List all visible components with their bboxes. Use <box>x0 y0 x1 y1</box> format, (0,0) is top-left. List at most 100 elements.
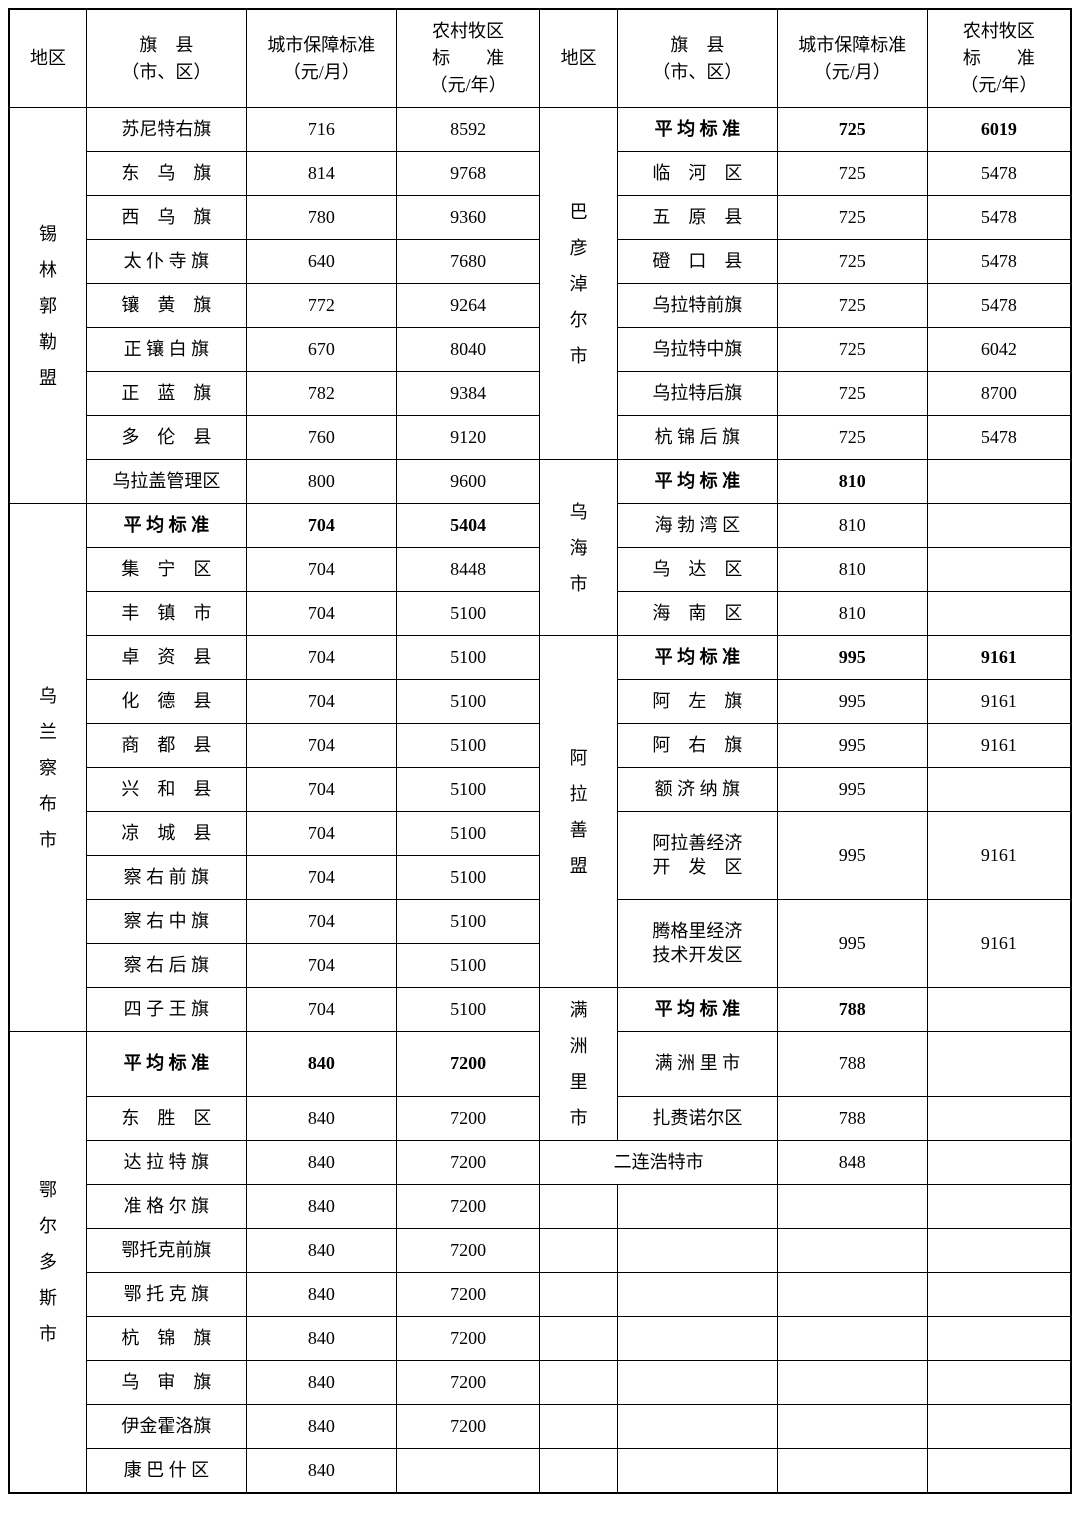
urban-cell: 704 <box>246 944 396 988</box>
rural-cell <box>927 1141 1071 1185</box>
table-row: 卓 资 县7045100阿拉善盟平 均 标 准9959161 <box>9 636 1071 680</box>
county-cell: 平 均 标 准 <box>86 504 246 548</box>
table-row: 伊金霍洛旗8407200 <box>9 1405 1071 1449</box>
county-cell: 乌拉盖管理区 <box>86 460 246 504</box>
urban-cell: 725 <box>777 284 927 328</box>
rural-cell: 7200 <box>396 1185 540 1229</box>
urban-cell: 725 <box>777 240 927 284</box>
rural-cell: 9161 <box>927 812 1071 900</box>
urban-cell: 725 <box>777 372 927 416</box>
urban-cell: 704 <box>246 548 396 592</box>
region-cell <box>540 1317 617 1361</box>
county-cell: 卓 资 县 <box>86 636 246 680</box>
rural-cell <box>927 1097 1071 1141</box>
hdr-county-l1: 旗 县 <box>139 35 193 55</box>
rural-cell: 5100 <box>396 724 540 768</box>
hdr-rural-left: 农村牧区 标 准 （元/年） <box>396 9 540 108</box>
region-cell <box>540 1273 617 1317</box>
county-cell: 西 乌 旗 <box>86 196 246 240</box>
county-cell: 兴 和 县 <box>86 768 246 812</box>
county-cell: 察 右 前 旗 <box>86 856 246 900</box>
urban-cell <box>777 1185 927 1229</box>
urban-cell: 704 <box>246 724 396 768</box>
urban-cell: 810 <box>777 460 927 504</box>
urban-cell <box>777 1361 927 1405</box>
urban-cell: 840 <box>246 1449 396 1493</box>
county-cell: 磴 口 县 <box>617 240 777 284</box>
rural-cell <box>927 1317 1071 1361</box>
county-cell: 伊金霍洛旗 <box>86 1405 246 1449</box>
county-cell: 鄂托克前旗 <box>86 1229 246 1273</box>
county-cell: 平 均 标 准 <box>617 460 777 504</box>
table-row: 杭 锦 旗8407200 <box>9 1317 1071 1361</box>
county-cell: 准 格 尔 旗 <box>86 1185 246 1229</box>
urban-cell: 704 <box>246 680 396 724</box>
rural-cell: 9161 <box>927 724 1071 768</box>
county-cell: 腾格里经济技术开发区 <box>617 900 777 988</box>
rural-cell: 9360 <box>396 196 540 240</box>
table-row: 康 巴 什 区840 <box>9 1449 1071 1493</box>
region-county-merged: 二连浩特市 <box>540 1141 777 1185</box>
county-cell: 阿 左 旗 <box>617 680 777 724</box>
hdr-urban-l1: 城市保障标准 <box>267 35 375 55</box>
rural-cell: 8448 <box>396 548 540 592</box>
urban-cell: 788 <box>777 1097 927 1141</box>
rural-cell <box>927 592 1071 636</box>
table-row: 四 子 王 旗7045100满洲里市平 均 标 准788 <box>9 988 1071 1032</box>
urban-cell: 810 <box>777 592 927 636</box>
hdr-urban-r2: （元/月） <box>814 62 891 82</box>
rural-cell: 5100 <box>396 988 540 1032</box>
urban-cell: 840 <box>246 1361 396 1405</box>
hdr-county-left: 旗 县 （市、区） <box>86 9 246 108</box>
urban-cell: 725 <box>777 416 927 460</box>
hdr-rural-r2: 标 准 <box>963 48 1035 68</box>
urban-cell: 704 <box>246 592 396 636</box>
county-cell <box>617 1185 777 1229</box>
rural-cell <box>927 1032 1071 1097</box>
rural-cell: 5478 <box>927 196 1071 240</box>
urban-cell: 725 <box>777 328 927 372</box>
urban-cell: 782 <box>246 372 396 416</box>
rural-cell <box>927 1185 1071 1229</box>
rural-cell: 5100 <box>396 900 540 944</box>
county-cell: 海 南 区 <box>617 592 777 636</box>
rural-cell <box>927 768 1071 812</box>
rural-cell: 7200 <box>396 1317 540 1361</box>
rural-cell <box>927 460 1071 504</box>
county-cell <box>617 1273 777 1317</box>
rural-cell: 5478 <box>927 152 1071 196</box>
urban-cell: 704 <box>246 636 396 680</box>
urban-cell: 704 <box>246 768 396 812</box>
rural-cell: 5478 <box>927 416 1071 460</box>
rural-cell: 7680 <box>396 240 540 284</box>
rural-cell: 6042 <box>927 328 1071 372</box>
county-cell: 平 均 标 准 <box>617 988 777 1032</box>
county-cell: 满 洲 里 市 <box>617 1032 777 1097</box>
table-row: 乌拉盖管理区8009600乌海市平 均 标 准810 <box>9 460 1071 504</box>
county-cell: 四 子 王 旗 <box>86 988 246 1032</box>
urban-cell: 780 <box>246 196 396 240</box>
hdr-rural-l2: 标 准 <box>432 48 504 68</box>
table-header: 地区 旗 县 （市、区） 城市保障标准 （元/月） 农村牧区 标 准 （元/年）… <box>9 9 1071 108</box>
rural-cell: 5404 <box>396 504 540 548</box>
county-cell: 杭 锦 旗 <box>86 1317 246 1361</box>
urban-cell <box>777 1317 927 1361</box>
urban-cell: 704 <box>246 988 396 1032</box>
county-cell: 扎赉诺尔区 <box>617 1097 777 1141</box>
county-cell: 海 勃 湾 区 <box>617 504 777 548</box>
hdr-urban-l2: （元/月） <box>283 62 360 82</box>
urban-cell: 995 <box>777 768 927 812</box>
rural-cell: 5100 <box>396 768 540 812</box>
county-cell: 杭 锦 后 旗 <box>617 416 777 460</box>
rural-cell: 8592 <box>396 108 540 152</box>
urban-cell: 840 <box>246 1032 396 1097</box>
county-cell: 察 右 中 旗 <box>86 900 246 944</box>
rural-cell: 7200 <box>396 1141 540 1185</box>
urban-cell: 716 <box>246 108 396 152</box>
rural-cell: 5478 <box>927 284 1071 328</box>
urban-cell: 704 <box>246 900 396 944</box>
urban-cell: 788 <box>777 988 927 1032</box>
county-cell <box>617 1229 777 1273</box>
rural-cell <box>927 1229 1071 1273</box>
county-cell: 太 仆 寺 旗 <box>86 240 246 284</box>
